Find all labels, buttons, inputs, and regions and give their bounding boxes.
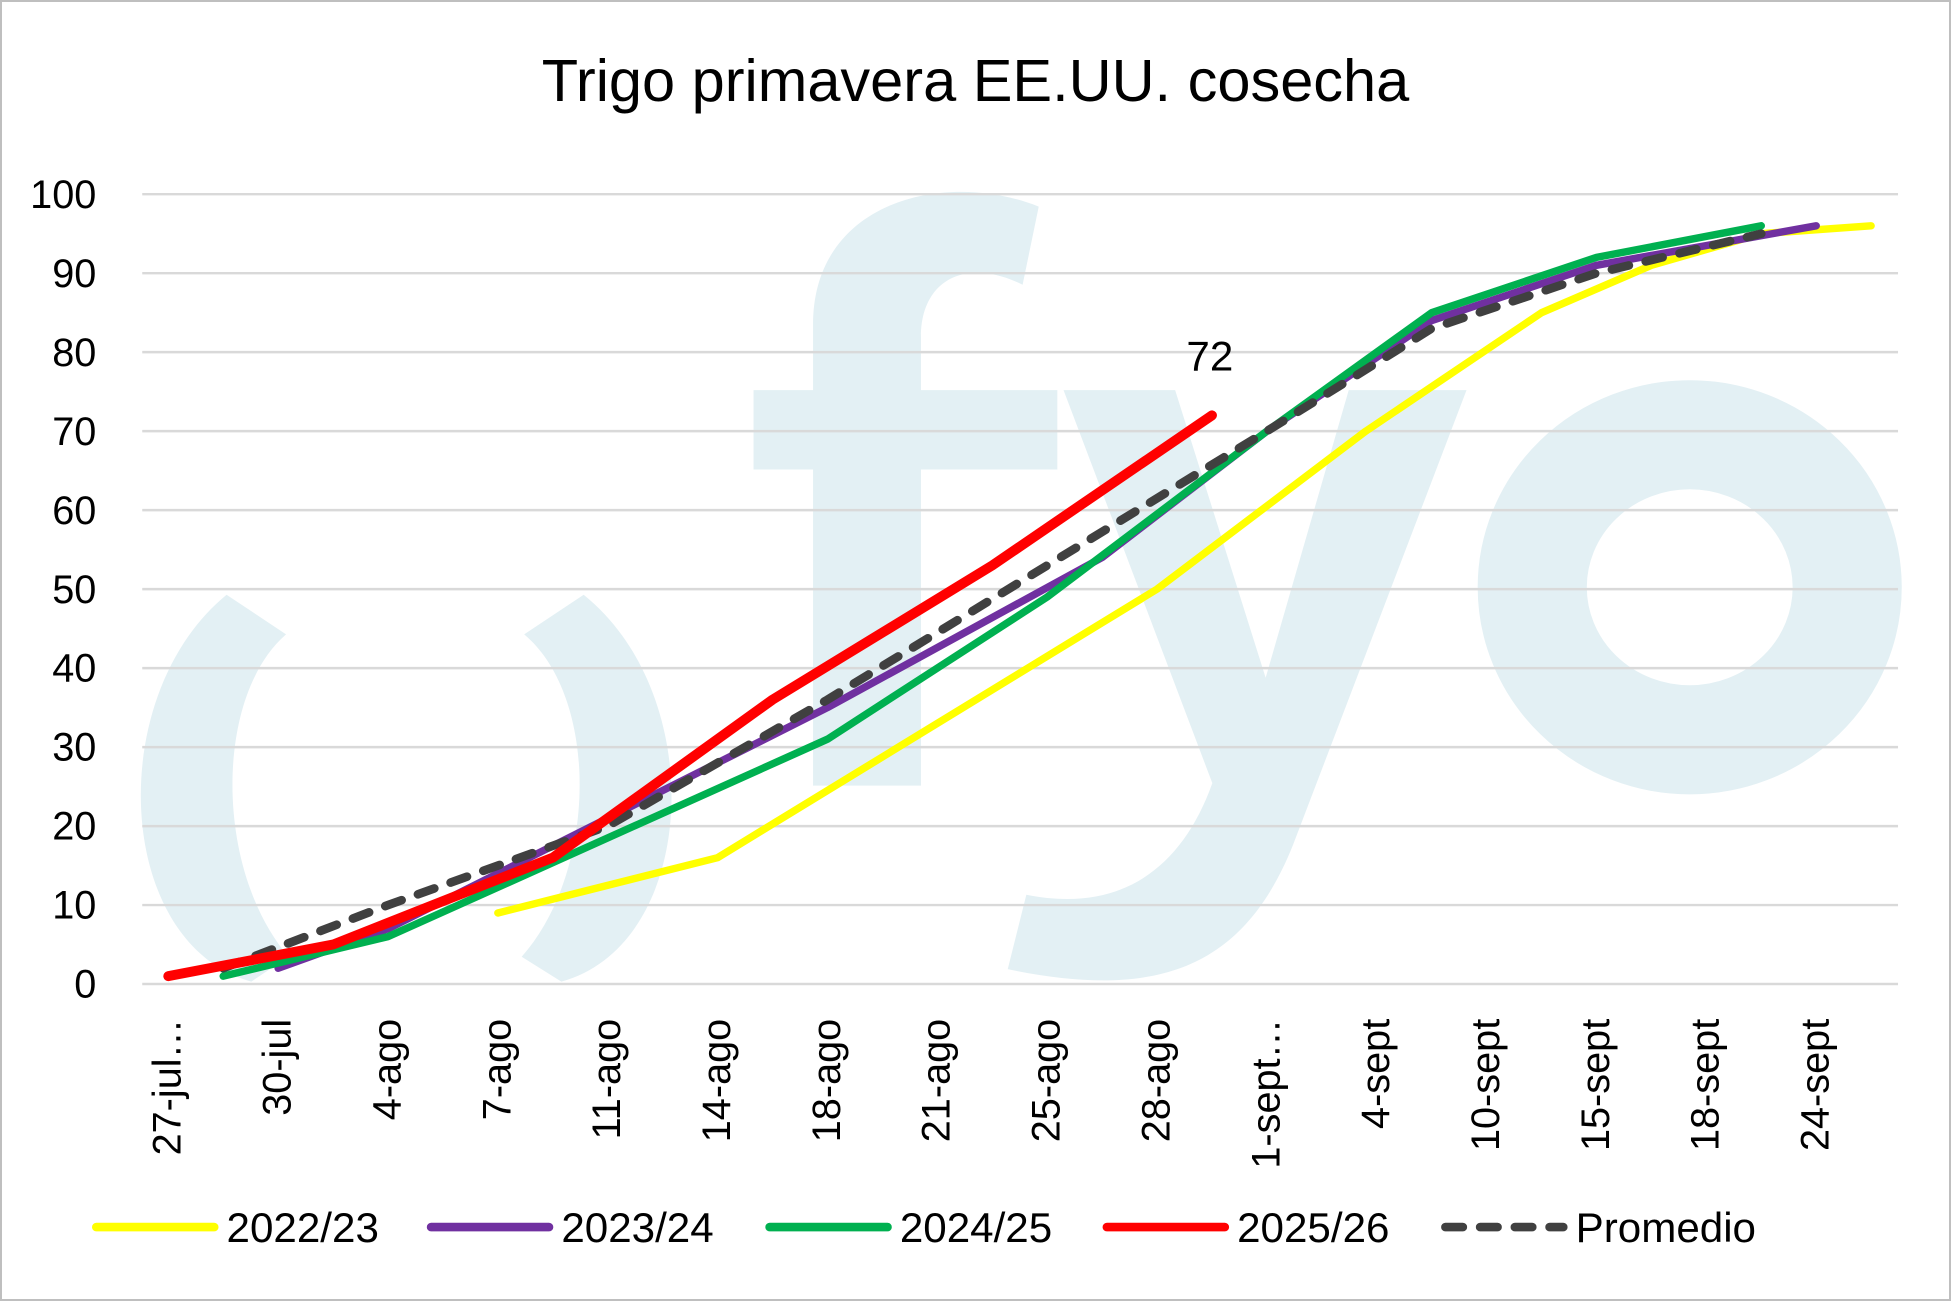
x-tick-label: 4-sept [1354,1019,1398,1129]
x-tick-label: 11-ago [585,1019,629,1140]
x-tick-label: 25-ago [1025,1019,1069,1142]
watermark-letter-f [753,191,1058,786]
legend-item: 2022/23 [92,1204,379,1251]
data-label-72: 72 [1186,332,1233,379]
y-tick-label: 50 [52,568,96,612]
watermark-letter-o [1477,380,1902,795]
x-tick-label: 4-ago [365,1019,409,1120]
legend-label: Promedio [1576,1204,1756,1251]
x-tick-label: 24-sept [1794,1019,1838,1151]
x-tick-label: 21-ago [915,1019,959,1142]
series-line-2022-23 [494,222,1875,917]
x-tick-label: 1-sept… [1244,1019,1288,1169]
y-tick-label: 60 [52,489,96,533]
x-tick-label: 7-ago [475,1019,519,1120]
legend-label: 2022/23 [227,1204,379,1251]
legend-item: 2024/25 [765,1204,1052,1251]
series-line-2024-25 [219,222,1765,980]
y-tick-label: 0 [74,963,96,1007]
y-tick-label: 70 [52,410,96,454]
y-tick-label: 10 [52,884,96,928]
y-axis-ticks: 0 10 20 30 40 50 60 70 80 90 100 [30,173,96,1007]
y-tick-label: 90 [52,252,96,296]
series-line-promedio [218,229,1766,973]
x-tick-label: 10-sept [1464,1019,1508,1151]
y-tick-label: 40 [52,647,96,691]
x-axis-ticks: 27-jul… 30-jul 4-ago 7-ago 11-ago 14-ago 18-ag… [146,1019,1838,1169]
y-tick-label: 20 [52,805,96,849]
x-tick-label: 15-sept [1574,1019,1618,1151]
watermark-letter-y [1007,390,1467,981]
chart-title: Trigo primavera EE.UU. cosecha [542,47,1410,114]
gridlines [142,192,1899,986]
watermark-right-paren [521,594,672,982]
legend-label: 2023/24 [561,1204,713,1251]
legend-item: 2025/26 [1102,1204,1389,1251]
x-tick-label: 18-ago [805,1019,849,1142]
legend-label: 2025/26 [1237,1204,1389,1251]
y-tick-label: 30 [52,726,96,770]
series-lines [163,222,1875,982]
x-tick-label: 28-ago [1134,1019,1178,1142]
legend: 2022/23 2023/24 2024/25 2025/26 Promedio [92,1204,1756,1251]
y-tick-label: 100 [30,173,96,217]
y-tick-label: 80 [52,331,96,375]
x-tick-label: 18-sept [1684,1019,1728,1151]
legend-item: Promedio [1441,1204,1756,1251]
x-tick-label: 14-ago [695,1019,739,1142]
series-line-2025-26 [163,410,1217,982]
x-tick-label: 30-jul [256,1019,300,1116]
legend-label: 2024/25 [900,1204,1052,1251]
x-tick-label: 27-jul… [146,1019,190,1156]
legend-item: 2023/24 [426,1204,714,1251]
watermark-left-paren [140,594,289,982]
watermark-logo [140,191,1902,982]
